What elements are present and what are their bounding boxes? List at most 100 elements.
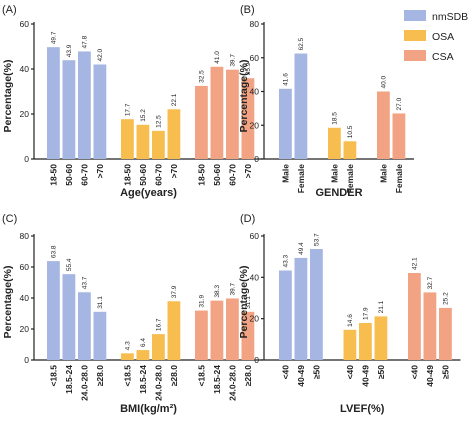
panel-2: (B) Percentage(%) 0 20 40 60 80 41.6 Male 62.5 Fem… xyxy=(238,4,414,199)
category-label: Female xyxy=(345,164,355,194)
bar-nmsdb xyxy=(279,270,292,360)
category-label: <18.5 xyxy=(122,365,132,387)
data-label: 14.6 xyxy=(347,314,354,327)
bar-nmsdb xyxy=(62,60,76,159)
y-tick-label: 0 xyxy=(254,355,259,365)
category-label: 18-50 xyxy=(122,164,132,186)
y-tick-label: 0 xyxy=(24,154,29,164)
category-label: >70 xyxy=(95,164,105,179)
y-tick-label: 20 xyxy=(250,120,260,130)
legend: nmSDB OSA CSA xyxy=(404,10,468,63)
panel-label: (B) xyxy=(240,4,255,16)
category-label: 18-50 xyxy=(48,164,58,186)
data-label: 31.1 xyxy=(245,296,252,309)
category-label: <40 xyxy=(409,365,419,380)
bar-csa xyxy=(408,272,421,360)
data-label: 39.7 xyxy=(229,282,236,295)
category-label: ≥28.0 xyxy=(243,365,253,386)
category-label: ≥50 xyxy=(311,365,321,379)
data-label: 63.8 xyxy=(50,245,57,258)
category-label: 18.5-24 xyxy=(138,365,148,394)
bar-nmsdb xyxy=(78,51,91,160)
category-label: 50-60 xyxy=(212,164,222,186)
bar-csa xyxy=(439,307,452,360)
category-label: >70 xyxy=(243,164,253,179)
legend-label: nmSDB xyxy=(432,11,468,23)
y-tick-label: 40 xyxy=(250,272,260,282)
bar-osa xyxy=(167,109,181,159)
bar-nmsdb xyxy=(47,47,60,159)
bar-csa xyxy=(423,292,437,360)
category-label: 60-70 xyxy=(79,164,89,186)
x-axis-label: Age(years) xyxy=(120,187,177,199)
data-label: 47.8 xyxy=(81,35,88,48)
bar-csa xyxy=(195,310,208,360)
legend-swatch-csa xyxy=(404,50,426,61)
bar-nmsdb xyxy=(93,64,107,159)
category-label: 24.0-28.0 xyxy=(227,365,237,401)
bar-nmsdb xyxy=(47,261,60,360)
data-label: 42.1 xyxy=(411,257,418,270)
category-label: >70 xyxy=(169,164,179,179)
data-label: 55.4 xyxy=(66,258,73,271)
data-label: 31.9 xyxy=(198,295,205,308)
category-label: 24.0-28.0 xyxy=(79,365,89,401)
bar-csa xyxy=(377,91,390,159)
y-axis-label: Percentage(%) xyxy=(238,266,250,339)
bar-osa xyxy=(343,329,357,360)
bar-csa xyxy=(226,69,239,159)
data-label: 62.5 xyxy=(298,37,305,50)
panel-label: (D) xyxy=(240,213,255,225)
data-label: 6.4 xyxy=(140,338,147,347)
bar-osa xyxy=(359,323,372,360)
bar-nmsdb xyxy=(279,88,292,159)
data-label: 32.7 xyxy=(427,276,434,289)
y-tick-label: 40 xyxy=(20,64,30,74)
y-tick-label: 20 xyxy=(250,314,260,324)
bar-csa xyxy=(195,85,208,159)
data-label: 41.0 xyxy=(214,51,221,64)
y-tick-label: 40 xyxy=(20,293,30,303)
bar-nmsdb xyxy=(78,292,91,360)
category-label: <40 xyxy=(280,365,290,380)
category-label: Male xyxy=(378,164,388,183)
x-axis-label: LVEF(%) xyxy=(340,403,385,415)
bar-csa xyxy=(210,300,224,360)
data-label: 17.7 xyxy=(124,103,131,116)
legend-label: OSA xyxy=(432,31,454,43)
category-label: Female xyxy=(296,164,306,194)
category-label: <40 xyxy=(345,365,355,380)
x-axis-label: BMI(kg/m²) xyxy=(120,403,177,415)
data-label: 17.9 xyxy=(362,307,369,320)
bar-osa xyxy=(374,316,388,360)
bar-csa xyxy=(226,298,239,360)
bar-osa xyxy=(121,353,134,360)
y-tick-label: 80 xyxy=(20,231,30,241)
data-label: 10.5 xyxy=(347,125,354,138)
category-label: 50-60 xyxy=(138,164,148,186)
data-label: 39.7 xyxy=(229,54,236,67)
panel-3: (C) Percentage(%) 0 20 40 60 80 63.8 <18.5 55.4 18… xyxy=(2,213,263,415)
category-label: ≥28.0 xyxy=(169,365,179,386)
category-label: 60-70 xyxy=(153,164,163,186)
data-label: 22.1 xyxy=(171,93,178,106)
legend-swatch-nmsdb xyxy=(404,10,426,21)
data-label: 37.9 xyxy=(171,285,178,298)
category-label: Male xyxy=(329,164,339,183)
y-tick-label: 0 xyxy=(254,154,259,164)
category-label: Female xyxy=(394,164,404,194)
data-label: 32.5 xyxy=(198,70,205,83)
bar-osa xyxy=(328,127,341,159)
data-label: 38.3 xyxy=(214,285,221,298)
data-label: 18.5 xyxy=(331,112,338,125)
category-label: 60-70 xyxy=(227,164,237,186)
category-label: <18.5 xyxy=(48,365,58,387)
panel-label: (C) xyxy=(2,213,17,225)
data-label: 16.7 xyxy=(155,318,162,331)
bar-nmsdb xyxy=(62,274,76,360)
category-label: 50-60 xyxy=(64,164,74,186)
data-label: 53.7 xyxy=(313,233,320,246)
y-axis-label: Percentage(%) xyxy=(2,266,14,339)
y-tick-label: 0 xyxy=(24,355,29,365)
